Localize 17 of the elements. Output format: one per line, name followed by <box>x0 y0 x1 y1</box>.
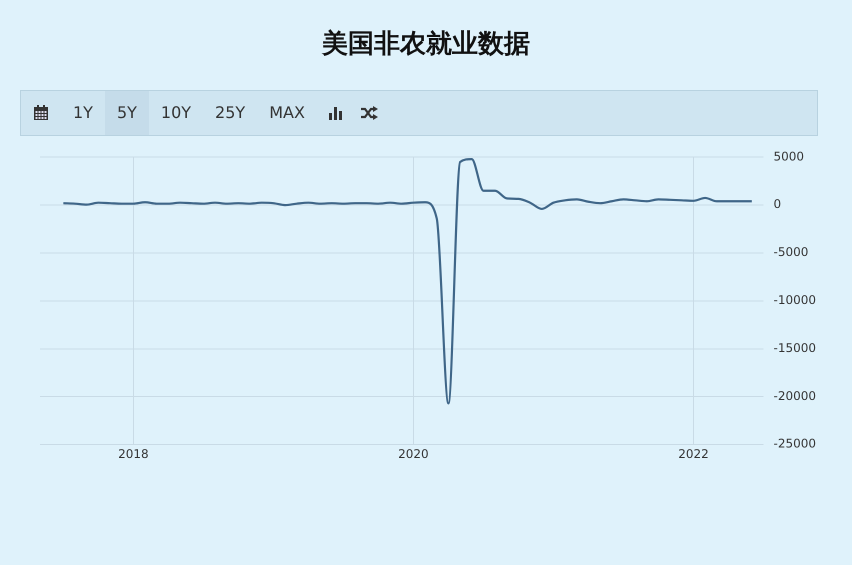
y-tick-label: 0 <box>773 197 782 212</box>
y-tick-label: -25000 <box>773 436 816 451</box>
text: 1Y <box>72 102 94 124</box>
chart-title: 美国非农就业数据 <box>320 28 531 61</box>
text: 5Y <box>104 91 149 135</box>
text: 25Y <box>214 102 246 124</box>
y-tick-label: -5000 <box>773 245 808 260</box>
text: MAX <box>268 102 306 124</box>
y-tick-label: -20000 <box>773 388 816 403</box>
y-tick-label: -10000 <box>773 293 816 308</box>
x-tick-label: 2018 <box>118 446 149 461</box>
line-series <box>62 158 753 405</box>
x-tick-label: 2022 <box>678 446 709 461</box>
x-tick-label: 2020 <box>398 446 429 461</box>
y-tick-label: -15000 <box>773 340 816 355</box>
y-tick-label: 5000 <box>773 149 804 164</box>
text: 10Y <box>160 102 192 124</box>
